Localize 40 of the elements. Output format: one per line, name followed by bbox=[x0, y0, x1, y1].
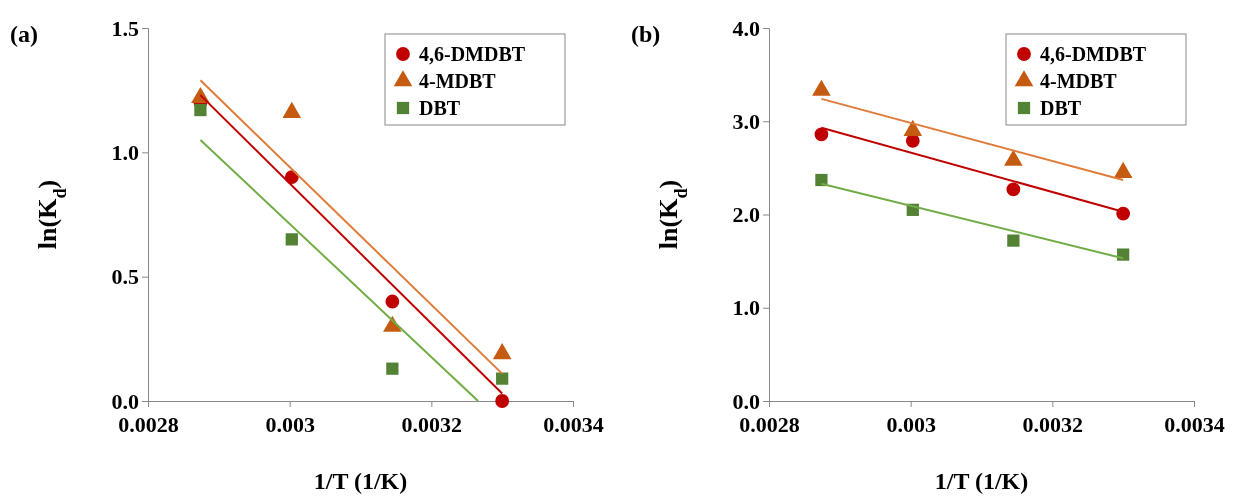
point bbox=[496, 372, 509, 385]
y-tick-label: 1.5 bbox=[111, 15, 139, 41]
point bbox=[812, 79, 831, 96]
y-tick-label: 1.0 bbox=[732, 295, 760, 321]
legend-label: 4-MDBT bbox=[419, 70, 497, 92]
legend-label: 4,6-DMDBT bbox=[1040, 43, 1147, 65]
x-axis-title: 1/T (1/K) bbox=[934, 468, 1029, 494]
legend-label: 4-MDBT bbox=[1040, 70, 1118, 92]
point bbox=[1004, 149, 1023, 166]
x-tick-label: 0.0034 bbox=[1164, 412, 1225, 437]
point bbox=[495, 394, 510, 408]
y-tick-label: 0.0 bbox=[111, 388, 139, 414]
x-tick-label: 0.0028 bbox=[739, 412, 800, 437]
legend-label: DBT bbox=[1040, 97, 1082, 119]
point bbox=[1117, 248, 1130, 261]
y-tick-label: 3.0 bbox=[732, 108, 760, 134]
x-tick-label: 0.0034 bbox=[543, 412, 604, 437]
x-tick-label: 0.0028 bbox=[118, 412, 179, 437]
y-tick-label: 0.5 bbox=[111, 264, 139, 290]
point bbox=[1113, 161, 1133, 178]
y-tick-label: 1.0 bbox=[111, 139, 139, 165]
chart-title: (a) bbox=[10, 21, 38, 47]
x-tick-label: 0.003 bbox=[886, 412, 936, 437]
point bbox=[285, 233, 298, 246]
x-axis-title: 1/T (1/K) bbox=[313, 468, 408, 494]
point bbox=[903, 119, 923, 136]
x-tick-label: 0.003 bbox=[265, 412, 315, 437]
legend-label: DBT bbox=[419, 97, 461, 119]
chart-title: (b) bbox=[631, 21, 661, 47]
y-tick-label: 2.0 bbox=[732, 202, 760, 228]
point bbox=[815, 173, 828, 187]
x-tick-label: 0.0032 bbox=[1022, 412, 1084, 437]
point bbox=[1006, 182, 1021, 197]
point bbox=[385, 294, 400, 309]
y-tick-label: 4.0 bbox=[732, 15, 760, 41]
y-tick-label: 0.0 bbox=[732, 388, 760, 414]
point bbox=[1007, 234, 1020, 247]
legend-label: 4,6-DMDBT bbox=[419, 43, 526, 65]
x-tick-label: 0.0032 bbox=[401, 412, 463, 437]
point bbox=[386, 362, 399, 375]
